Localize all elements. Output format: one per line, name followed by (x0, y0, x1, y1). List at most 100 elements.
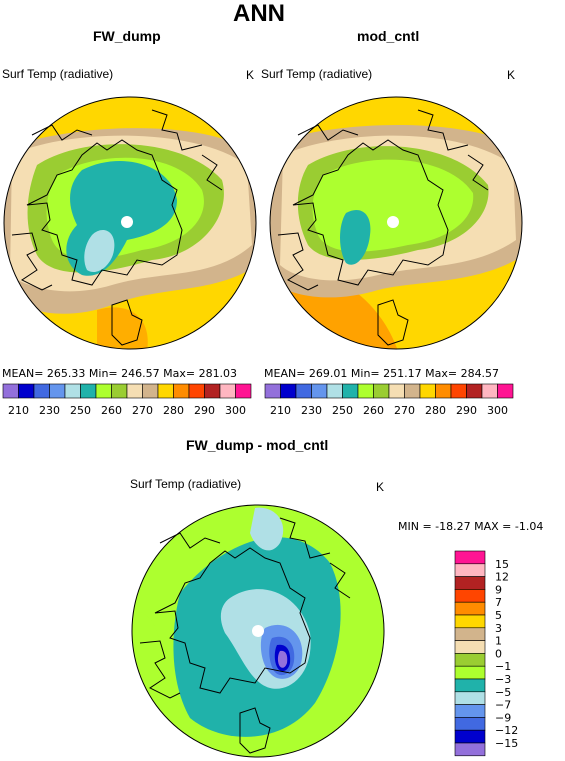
colorbar-swatch (454, 627, 486, 641)
right-unit-label: K (507, 68, 516, 82)
colorbar-swatch (80, 383, 97, 399)
figure-title: ANN (233, 0, 285, 27)
colorbar-swatch (454, 717, 486, 731)
map-region-orange (97, 307, 148, 349)
colorbar-swatch (454, 614, 486, 629)
colorbar-tick-label: 290 (456, 404, 477, 417)
colorbar-swatch (454, 742, 486, 757)
map-region-lightblue (84, 230, 115, 273)
pole-marker (252, 625, 264, 637)
colorbar-swatch (204, 383, 221, 399)
coastline (111, 299, 143, 346)
left-panel-title: FW_dump (93, 28, 161, 44)
colorbar-swatch (454, 550, 486, 565)
colorbar-swatch (326, 383, 343, 399)
map-region-lightblue (250, 507, 284, 551)
colorbar-swatch (373, 383, 390, 399)
colorbar-tick-label: 210 (270, 404, 291, 417)
map-border (131, 504, 385, 758)
colorbar-swatch (342, 383, 359, 399)
coastline (11, 232, 53, 291)
colorbar-tick-label: 230 (39, 404, 60, 417)
colorbar-swatch (157, 383, 174, 399)
left-polar-map (3, 96, 257, 350)
colorbar-swatch (404, 383, 421, 399)
coastline (297, 124, 359, 141)
colorbar-tick-label: 270 (394, 404, 415, 417)
colorbar-tick-label: 3 (495, 622, 502, 635)
colorbar-swatch (95, 383, 112, 399)
colorbar-tick-label: −15 (495, 737, 518, 750)
colorbar-swatch (454, 576, 486, 590)
colorbar-swatch (295, 383, 312, 399)
colorbar-swatch (454, 678, 486, 693)
diff-panel-title: FW_dump - mod_cntl (186, 437, 329, 453)
colorbar-swatch (33, 383, 50, 399)
colorbar-swatch (466, 383, 483, 399)
diff-polar-map (131, 504, 385, 758)
coastline (239, 707, 271, 754)
colorbar-swatch (49, 383, 66, 399)
colorbar-swatch (435, 383, 452, 399)
colorbar-swatch (450, 383, 467, 399)
coastline (467, 154, 489, 191)
colorbar-tick-label: −1 (495, 660, 511, 673)
left-unit-label: K (246, 68, 255, 82)
colorbar-tick-label: 260 (363, 404, 384, 417)
colorbar-tick-label: 270 (132, 404, 153, 417)
left-variable-label: Surf Temp (radiative) (2, 67, 114, 81)
colorbar-swatch (264, 383, 281, 399)
coastline (31, 124, 93, 141)
colorbar-swatch (173, 383, 190, 399)
colorbar-tick-label: 280 (425, 404, 446, 417)
colorbar-tick-label: 1 (495, 635, 502, 648)
left-stats: MEAN= 265.33 Min= 246.57 Max= 281.03 (2, 367, 238, 380)
colorbar-swatch (64, 383, 81, 399)
colorbar-swatch (142, 383, 159, 399)
colorbar-tick-label: 250 (332, 404, 353, 417)
map-region-teal (340, 209, 371, 265)
coastline (292, 139, 449, 286)
pole-marker (121, 216, 133, 228)
colorbar-swatch (18, 383, 35, 399)
colorbar-swatch (126, 383, 143, 399)
coastline (26, 139, 183, 286)
colorbar-swatch (454, 691, 486, 705)
coastline (277, 232, 319, 291)
colorbar-tick-label: −7 (495, 699, 511, 712)
coastline (139, 640, 181, 699)
colorbar-tick-label: 260 (101, 404, 122, 417)
colorbar-tick-label: 230 (301, 404, 322, 417)
colorbar-swatch (280, 383, 297, 399)
colorbar-tick-label: 15 (495, 558, 509, 571)
colorbar-swatch (235, 383, 252, 399)
coastline (201, 154, 223, 191)
colorbar-swatch (454, 653, 486, 667)
colorbar-tick-label: −5 (495, 686, 511, 699)
colorbar-tick-label: 5 (495, 609, 502, 622)
colorbar-tick-label: 9 (495, 583, 502, 596)
map-border (269, 96, 523, 350)
colorbar-tick-label: 0 (495, 647, 502, 660)
coastline (159, 532, 221, 549)
colorbar-tick-label: 7 (495, 596, 502, 609)
left-colorbar: 210 230 250 260 270 280 290 300 (2, 383, 252, 417)
colorbar-tick-label: 280 (163, 404, 184, 417)
colorbar-swatch (388, 383, 405, 399)
right-colorbar: 210 230 250 260 270 280 290 300 (264, 383, 514, 417)
colorbar-swatch (454, 704, 486, 718)
diff-unit-label: K (376, 480, 385, 494)
colorbar-tick-label: 290 (194, 404, 215, 417)
colorbar-tick-label: −12 (495, 724, 518, 737)
diff-minmax: MIN = -18.27 MAX = -1.04 (398, 520, 544, 533)
colorbar-swatch (497, 383, 514, 399)
coastline (279, 517, 331, 559)
right-panel-title: mod_cntl (357, 28, 420, 44)
map-border (3, 96, 257, 350)
coastline (417, 109, 469, 151)
colorbar-swatch (419, 383, 436, 399)
colorbar-swatch (454, 601, 486, 616)
colorbar-swatch (481, 383, 498, 399)
colorbar-tick-label: 12 (495, 571, 509, 584)
colorbar-swatch (219, 383, 236, 399)
